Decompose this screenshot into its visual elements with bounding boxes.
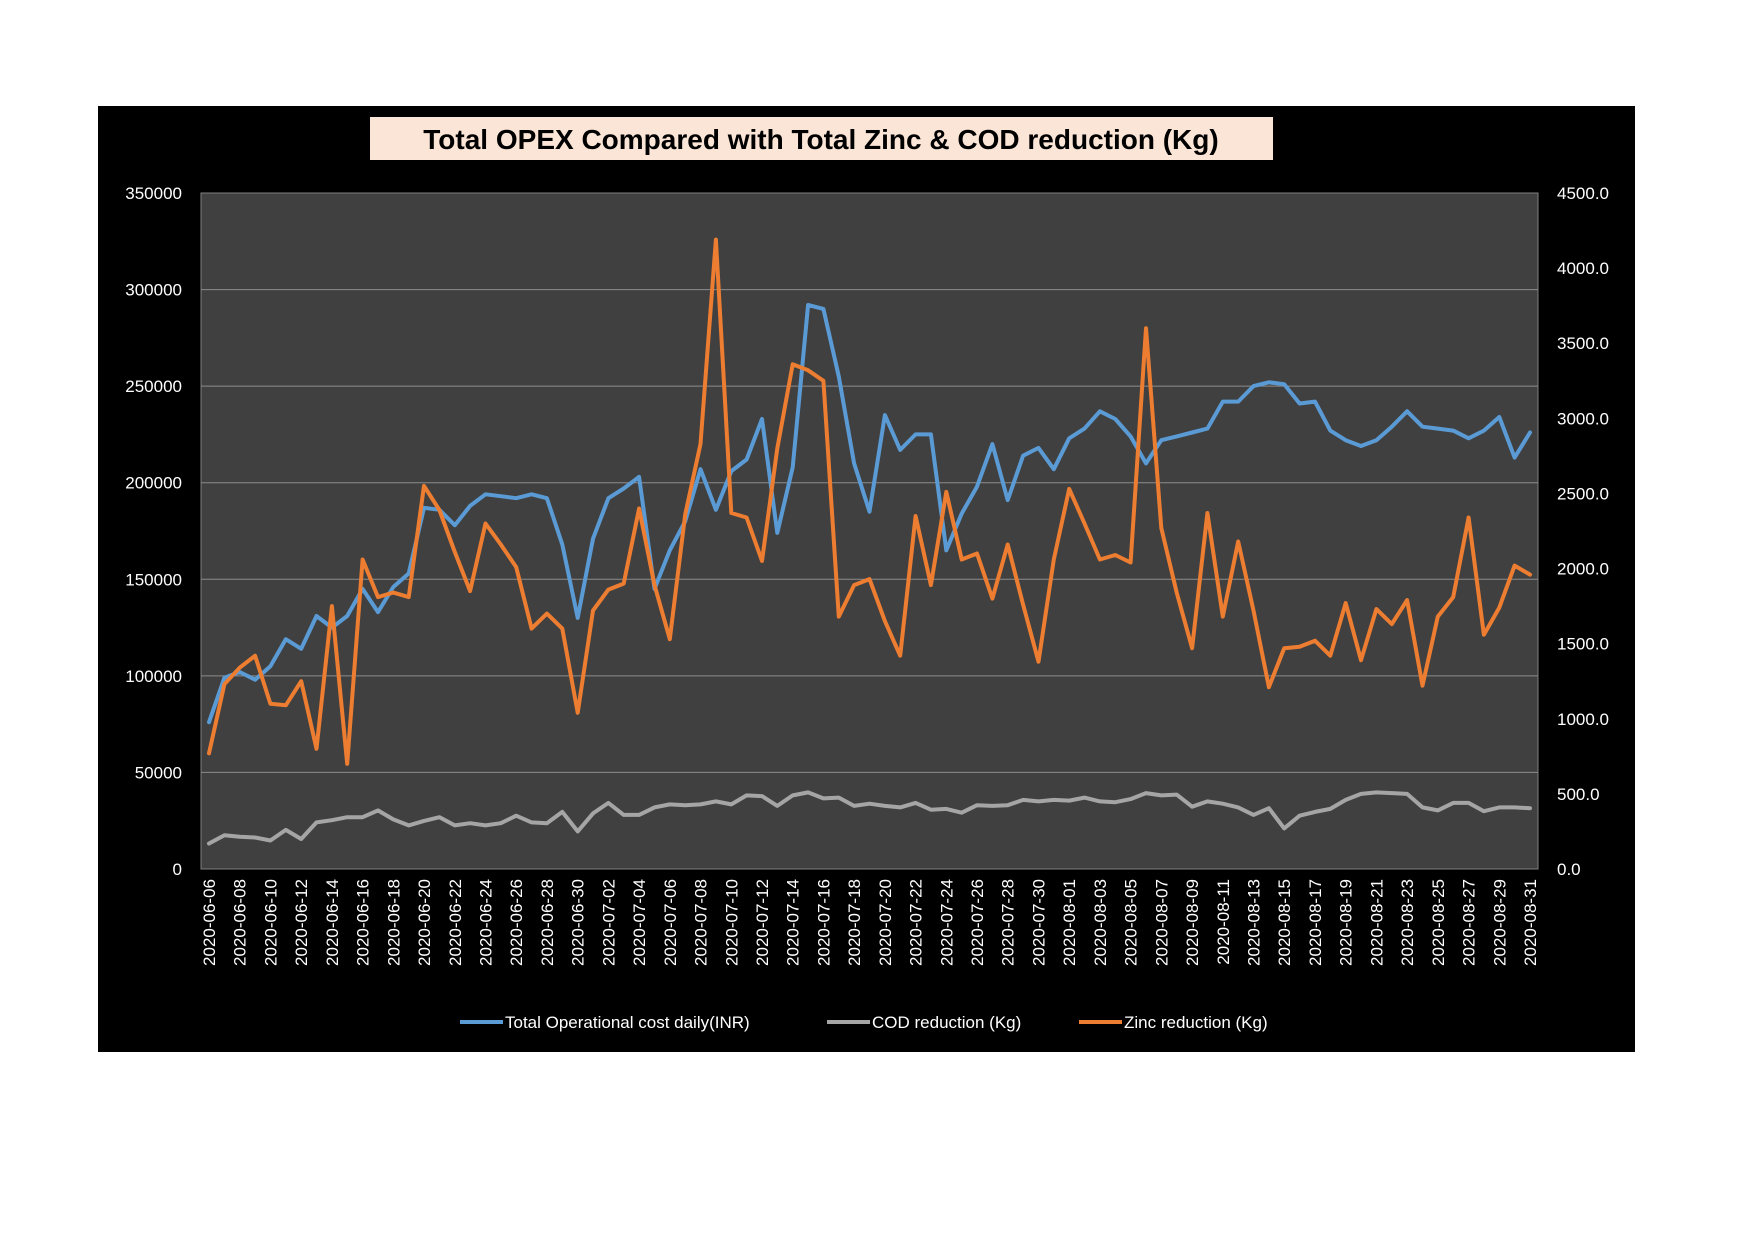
x-axis: 2020-06-06 2020-06-08 2020-06-10 2020-06-12… xyxy=(200,879,1540,966)
x-tick-label: 2020-08-17 xyxy=(1306,879,1325,966)
x-tick-label: 2020-06-30 xyxy=(569,879,588,966)
x-tick-label: 2020-06-18 xyxy=(384,879,403,966)
x-tick-label: 2020-06-28 xyxy=(538,879,557,966)
x-tick-label: 2020-06-06 xyxy=(200,879,219,966)
x-tick-label: 2020-07-28 xyxy=(999,879,1018,966)
right-tick-label: 500.0 xyxy=(1557,785,1600,804)
x-tick-label: 2020-08-31 xyxy=(1521,879,1540,966)
x-tick-label: 2020-06-10 xyxy=(261,879,280,966)
x-tick-label: 2020-06-08 xyxy=(231,879,250,966)
right-tick-label: 2000.0 xyxy=(1557,560,1609,579)
legend-label: COD reduction (Kg) xyxy=(872,1013,1021,1032)
right-tick-label: 1500.0 xyxy=(1557,635,1609,654)
x-tick-label: 2020-07-06 xyxy=(661,879,680,966)
left-tick-label: 300000 xyxy=(125,281,182,300)
right-tick-label: 4000.0 xyxy=(1557,259,1609,278)
left-tick-label: 200000 xyxy=(125,474,182,493)
x-tick-label: 2020-07-02 xyxy=(599,879,618,966)
x-tick-label: 2020-07-16 xyxy=(814,879,833,966)
x-tick-label: 2020-08-03 xyxy=(1091,879,1110,966)
right-tick-label: 1000.0 xyxy=(1557,710,1609,729)
right-tick-label: 2500.0 xyxy=(1557,484,1609,503)
legend-label: Zinc reduction (Kg) xyxy=(1124,1013,1268,1032)
series-line-0 xyxy=(207,303,1532,725)
x-tick-label: 2020-07-10 xyxy=(722,879,741,966)
x-tick-label: 2020-07-22 xyxy=(907,879,926,966)
x-tick-label: 2020-08-15 xyxy=(1275,879,1294,966)
x-tick-label: 2020-08-11 xyxy=(1214,879,1233,965)
x-tick-label: 2020-08-09 xyxy=(1183,879,1202,966)
right-tick-label: 4500.0 xyxy=(1557,184,1609,203)
legend: Total Operational cost daily(INR) COD red… xyxy=(460,1013,1268,1032)
left-tick-label: 50000 xyxy=(135,763,182,782)
x-tick-label: 2020-06-12 xyxy=(292,879,311,966)
x-tick-label: 2020-06-22 xyxy=(446,879,465,966)
series-lines xyxy=(207,237,1532,846)
x-tick-label: 2020-08-23 xyxy=(1398,879,1417,966)
x-tick-label: 2020-06-14 xyxy=(323,879,342,966)
plot-area xyxy=(200,192,1539,870)
x-tick-label: 2020-07-14 xyxy=(784,879,803,966)
x-tick-label: 2020-06-26 xyxy=(507,879,526,966)
x-tick-label: 2020-08-13 xyxy=(1245,879,1264,966)
x-tick-label: 2020-07-30 xyxy=(1029,879,1048,966)
chart-title: Total OPEX Compared with Total Zinc & CO… xyxy=(423,124,1218,155)
title-box xyxy=(370,117,1273,160)
series-line-1 xyxy=(207,790,1532,846)
x-tick-label: 2020-08-27 xyxy=(1460,879,1479,966)
left-tick-label: 0 xyxy=(173,860,182,879)
x-tick-label: 2020-08-21 xyxy=(1367,879,1386,966)
x-tick-label: 2020-08-25 xyxy=(1429,879,1448,966)
left-tick-label: 350000 xyxy=(125,184,182,203)
right-y-axis: 0.0 500.0 1000.0 1500.0 2000.0 2500.0 3000.0 35… xyxy=(1557,184,1609,879)
x-tick-label: 2020-08-19 xyxy=(1337,879,1356,966)
right-tick-label: 0.0 xyxy=(1557,860,1581,879)
left-tick-label: 150000 xyxy=(125,570,182,589)
left-y-axis: 0 50000 100000 150000 200000 250000 300000 3500… xyxy=(125,184,182,879)
legend-label: Total Operational cost daily(INR) xyxy=(505,1013,750,1032)
x-tick-label: 2020-07-12 xyxy=(753,879,772,966)
x-tick-label: 2020-07-08 xyxy=(692,879,711,966)
x-tick-label: 2020-06-20 xyxy=(415,879,434,966)
x-tick-label: 2020-07-18 xyxy=(845,879,864,966)
x-tick-label: 2020-06-24 xyxy=(476,879,495,966)
x-tick-label: 2020-07-04 xyxy=(630,879,649,966)
x-tick-label: 2020-08-07 xyxy=(1152,879,1171,966)
left-tick-label: 100000 xyxy=(125,667,182,686)
x-tick-label: 2020-08-05 xyxy=(1122,879,1141,966)
x-tick-label: 2020-06-16 xyxy=(354,879,373,966)
x-tick-label: 2020-07-24 xyxy=(937,879,956,966)
right-tick-label: 3000.0 xyxy=(1557,409,1609,428)
x-tick-label: 2020-08-29 xyxy=(1490,879,1509,966)
x-tick-label: 2020-08-01 xyxy=(1060,879,1079,966)
x-tick-label: 2020-07-20 xyxy=(876,879,895,966)
x-tick-label: 2020-07-26 xyxy=(968,879,987,966)
right-tick-label: 3500.0 xyxy=(1557,334,1609,353)
series-line-2 xyxy=(207,237,1532,766)
left-tick-label: 250000 xyxy=(125,377,182,396)
